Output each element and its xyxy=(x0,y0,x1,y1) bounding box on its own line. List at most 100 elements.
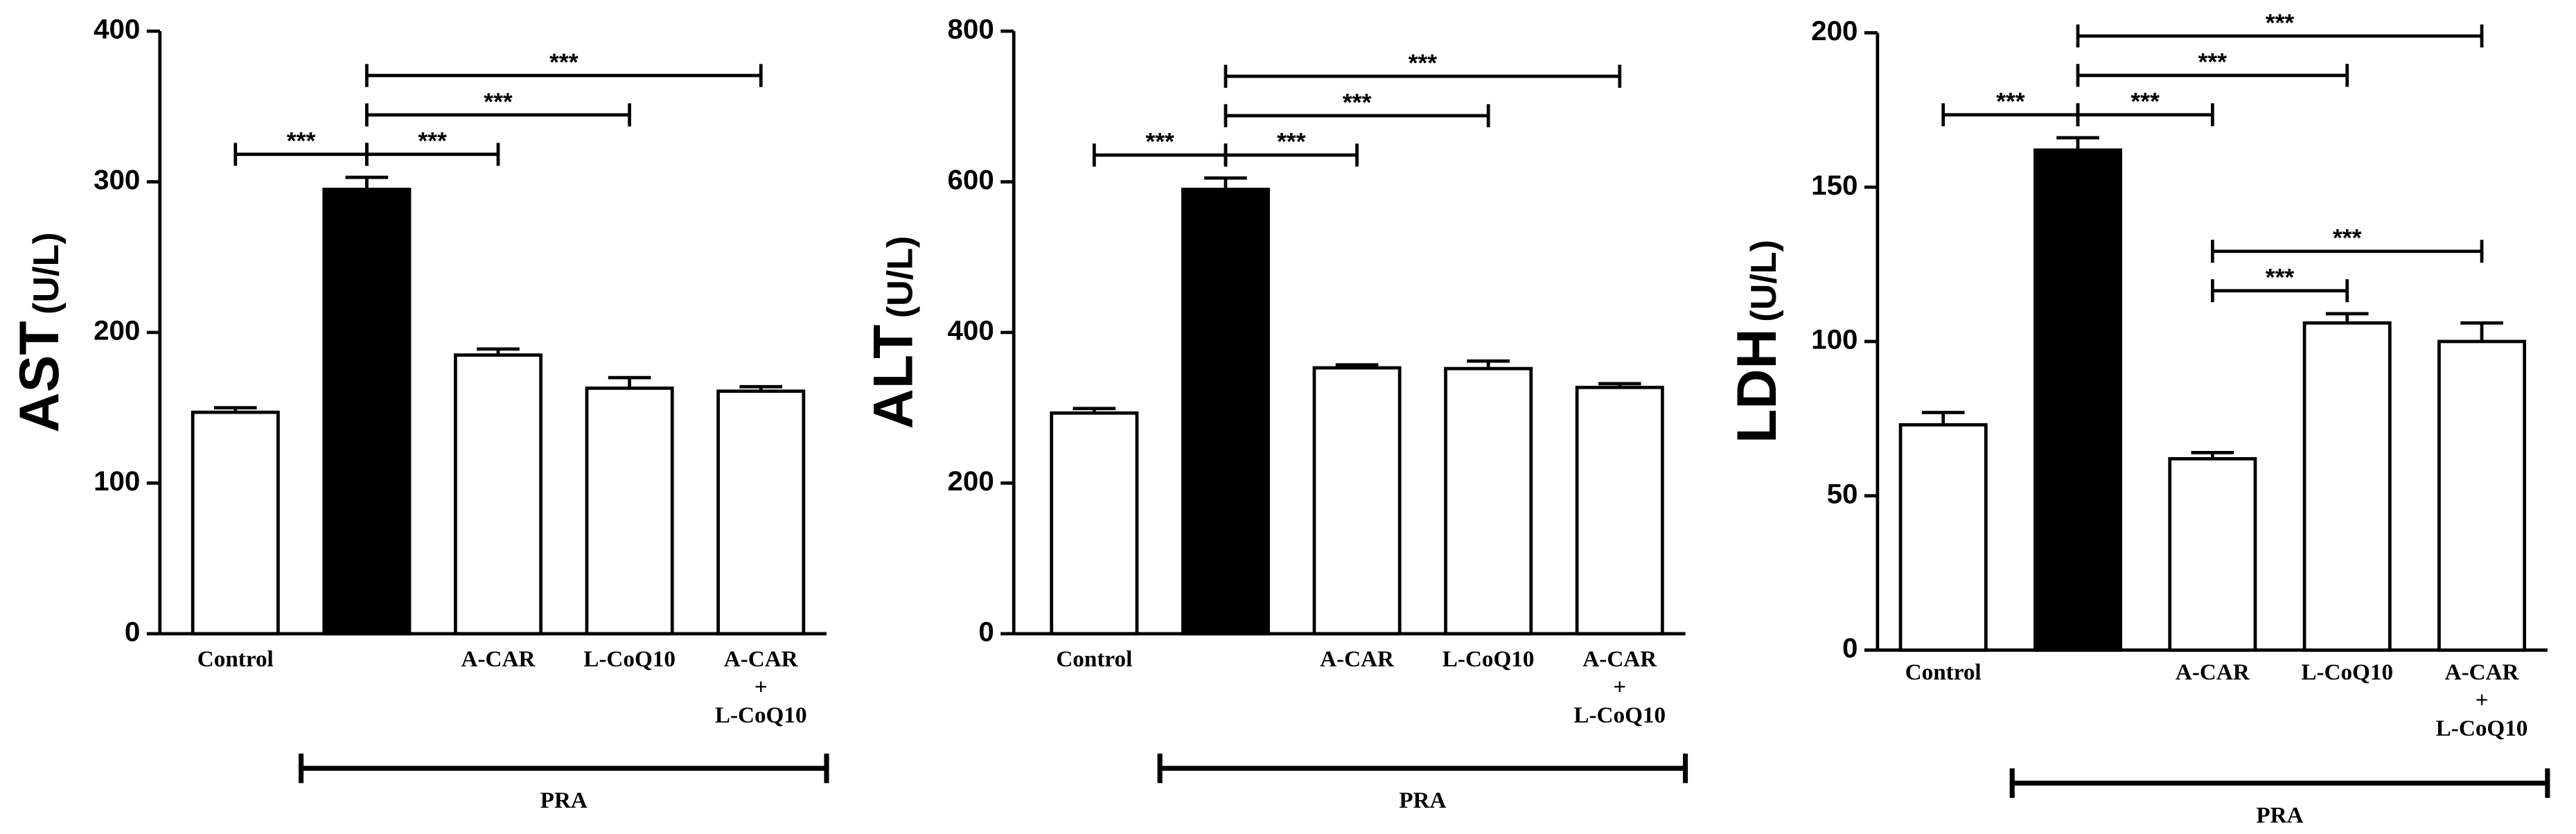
error-bar xyxy=(477,347,520,355)
error-bar xyxy=(739,384,783,391)
y-axis-label: AST (U/L) xyxy=(8,232,71,432)
significance-label: *** xyxy=(1343,89,1372,116)
group-bracket xyxy=(299,753,829,783)
significance-bracket xyxy=(1224,143,1359,167)
label-line: + xyxy=(1613,675,1626,700)
significance-bracket xyxy=(1224,64,1622,88)
error-bar xyxy=(608,375,651,389)
significance-bracket xyxy=(2210,240,2484,263)
label-line: L-CoQ10 xyxy=(1573,702,1666,728)
y-tick-label: 0 xyxy=(978,616,994,647)
bar xyxy=(1444,366,1533,636)
y-axis-label: LDH (U/L) xyxy=(1726,240,1788,443)
label-line: L-CoQ10 xyxy=(2436,716,2528,741)
group-label: PRA xyxy=(2256,802,2303,828)
y-tick-label: 100 xyxy=(1811,324,1858,355)
significance-bracket xyxy=(2076,103,2214,127)
significance-bracket xyxy=(1224,104,1490,127)
error-bar xyxy=(2056,136,2099,150)
x-tick-label: Control xyxy=(1905,659,1982,685)
x-tick-label: A-CAR + L-CoQ10 xyxy=(2436,659,2528,741)
error-bar xyxy=(213,406,257,413)
error-bar xyxy=(2191,451,2234,459)
error-bar xyxy=(1598,382,1641,388)
x-tick-label: L-CoQ10 xyxy=(1443,646,1535,672)
bar xyxy=(585,387,674,636)
x-tick-label: L-CoQ10 xyxy=(583,646,676,672)
y-tick-label: 300 xyxy=(94,164,140,195)
x-tick-label: A-CAR xyxy=(461,646,536,672)
group-bracket xyxy=(1157,753,1688,783)
y-axis-title: ALT xyxy=(862,325,924,429)
significance-label: *** xyxy=(2131,88,2160,116)
significance-bracket xyxy=(365,64,763,87)
error-bar xyxy=(1467,359,1510,369)
bar xyxy=(454,353,542,636)
significance-label: *** xyxy=(2266,9,2295,37)
bar xyxy=(191,410,280,636)
significance-label: *** xyxy=(1409,49,1438,77)
bar xyxy=(2437,339,2527,652)
y-axis-unit: (U/L) xyxy=(1744,240,1784,322)
significance-bracket xyxy=(365,103,631,127)
error-bar xyxy=(2460,321,2503,341)
y-tick-label: 200 xyxy=(1811,15,1858,46)
bar xyxy=(716,389,806,636)
label-line: L-CoQ10 xyxy=(715,702,807,728)
bar xyxy=(2034,148,2122,652)
bar xyxy=(2302,321,2392,652)
y-tick-label: 200 xyxy=(948,465,994,497)
y-tick-label: 150 xyxy=(1811,170,1858,201)
significance-bracket xyxy=(2210,279,2349,303)
y-tick-label: 800 xyxy=(948,14,994,45)
significance-bracket xyxy=(2076,24,2484,48)
group-label: PRA xyxy=(1399,788,1446,813)
x-tick-label: A-CAR xyxy=(1320,646,1395,672)
y-tick-label: 100 xyxy=(94,465,140,497)
x-tick-label: A-CAR + L-CoQ10 xyxy=(1573,646,1666,728)
error-bar xyxy=(1335,363,1379,369)
significance-label: *** xyxy=(287,127,316,155)
y-tick-label: 400 xyxy=(94,14,140,45)
y-axis-title: LDH xyxy=(1726,328,1788,443)
bar xyxy=(1050,411,1139,636)
y-tick-label: 400 xyxy=(948,315,994,346)
y-axis-label: ALT (U/L) xyxy=(862,236,924,429)
error-bar xyxy=(1921,411,1965,425)
bar xyxy=(1181,187,1270,636)
label-line: A-CAR xyxy=(2445,659,2520,685)
y-tick-label: 0 xyxy=(125,616,140,647)
group-label: PRA xyxy=(540,788,588,813)
x-tick-label: Control xyxy=(197,646,274,672)
error-bar xyxy=(1204,176,1247,190)
significance-label: *** xyxy=(1145,128,1174,156)
label-line: + xyxy=(755,675,768,700)
bar xyxy=(2168,456,2257,652)
significance-label: *** xyxy=(549,48,579,76)
y-tick-label: 50 xyxy=(1827,478,1858,509)
x-tick-label: Control xyxy=(1056,646,1132,672)
label-line: A-CAR xyxy=(724,646,799,672)
bar xyxy=(1575,385,1664,636)
significance-label: *** xyxy=(2266,264,2295,292)
y-tick-label: 0 xyxy=(1842,632,1858,664)
y-axis-unit: (U/L) xyxy=(26,232,67,314)
significance-label: *** xyxy=(418,127,447,155)
error-bar xyxy=(1073,407,1116,414)
x-tick-label: A-CAR xyxy=(2176,659,2250,685)
bar xyxy=(1312,366,1402,636)
error-bar xyxy=(345,175,389,190)
label-line: + xyxy=(2476,688,2489,713)
significance-bracket xyxy=(365,143,500,166)
significance-label: *** xyxy=(2333,224,2362,252)
significance-label: *** xyxy=(2198,48,2227,76)
bar xyxy=(322,187,412,636)
bar xyxy=(1898,423,1988,652)
significance-label: *** xyxy=(484,88,513,116)
y-tick-label: 600 xyxy=(948,164,994,195)
x-tick-label: A-CAR + L-CoQ10 xyxy=(715,646,807,728)
y-axis-title: AST xyxy=(8,321,71,432)
group-bracket xyxy=(2009,768,2550,798)
error-bar xyxy=(2325,312,2369,323)
